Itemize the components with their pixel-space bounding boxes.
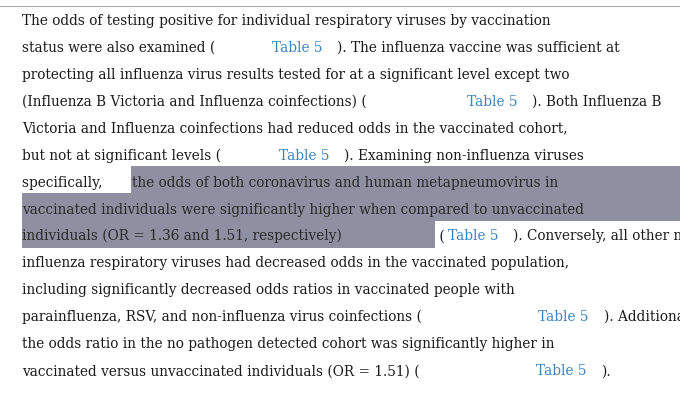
Text: Table 5: Table 5: [539, 310, 589, 325]
Text: The odds of testing positive for individual respiratory viruses by vaccination: The odds of testing positive for individ…: [22, 13, 551, 28]
Text: specifically,: specifically,: [22, 175, 107, 190]
Text: vaccinated individuals were significantly higher when compared to unvaccinated: vaccinated individuals were significantl…: [22, 203, 584, 217]
Text: Table 5: Table 5: [272, 41, 322, 54]
Text: ). Additionally,: ). Additionally,: [604, 310, 680, 325]
Text: Table 5: Table 5: [279, 149, 330, 162]
Text: Table 5: Table 5: [467, 95, 517, 108]
Text: protecting all influenza virus results tested for at a significant level except : protecting all influenza virus results t…: [22, 67, 570, 82]
Text: Victoria and Influenza coinfections had reduced odds in the vaccinated cohort,: Victoria and Influenza coinfections had …: [22, 121, 568, 136]
FancyBboxPatch shape: [131, 166, 680, 194]
Text: individuals (OR = 1.36 and 1.51, respectively): individuals (OR = 1.36 and 1.51, respect…: [22, 229, 342, 243]
Text: the odds ratio in the no pathogen detected cohort was significantly higher in: the odds ratio in the no pathogen detect…: [22, 337, 555, 351]
Text: vaccinated versus unvaccinated individuals (OR = 1.51) (: vaccinated versus unvaccinated individua…: [22, 364, 420, 378]
Text: Table 5: Table 5: [447, 229, 498, 243]
Text: influenza respiratory viruses had decreased odds in the vaccinated population,: influenza respiratory viruses had decrea…: [22, 256, 570, 270]
Text: (Influenza B Victoria and Influenza coinfections) (: (Influenza B Victoria and Influenza coin…: [22, 95, 367, 108]
Text: (: (: [435, 229, 445, 243]
Text: Table 5: Table 5: [536, 364, 586, 378]
Text: the odds of both coronavirus and human metapneumovirus in: the odds of both coronavirus and human m…: [132, 175, 558, 190]
Text: ). The influenza vaccine was sufficient at: ). The influenza vaccine was sufficient …: [337, 41, 619, 54]
Text: ).: ).: [600, 364, 610, 378]
Text: parainfluenza, RSV, and non-influenza virus coinfections (: parainfluenza, RSV, and non-influenza vi…: [22, 310, 422, 325]
Text: ). Conversely, all other non-: ). Conversely, all other non-: [513, 229, 680, 243]
Text: status were also examined (: status were also examined (: [22, 41, 216, 54]
Text: ). Examining non-influenza viruses: ). Examining non-influenza viruses: [344, 148, 584, 162]
Text: but not at significant levels (: but not at significant levels (: [22, 148, 222, 162]
FancyBboxPatch shape: [22, 193, 680, 221]
Text: including significantly decreased odds ratios in vaccinated people with: including significantly decreased odds r…: [22, 283, 515, 297]
FancyBboxPatch shape: [22, 220, 435, 248]
Text: ). Both Influenza B: ). Both Influenza B: [532, 95, 662, 108]
